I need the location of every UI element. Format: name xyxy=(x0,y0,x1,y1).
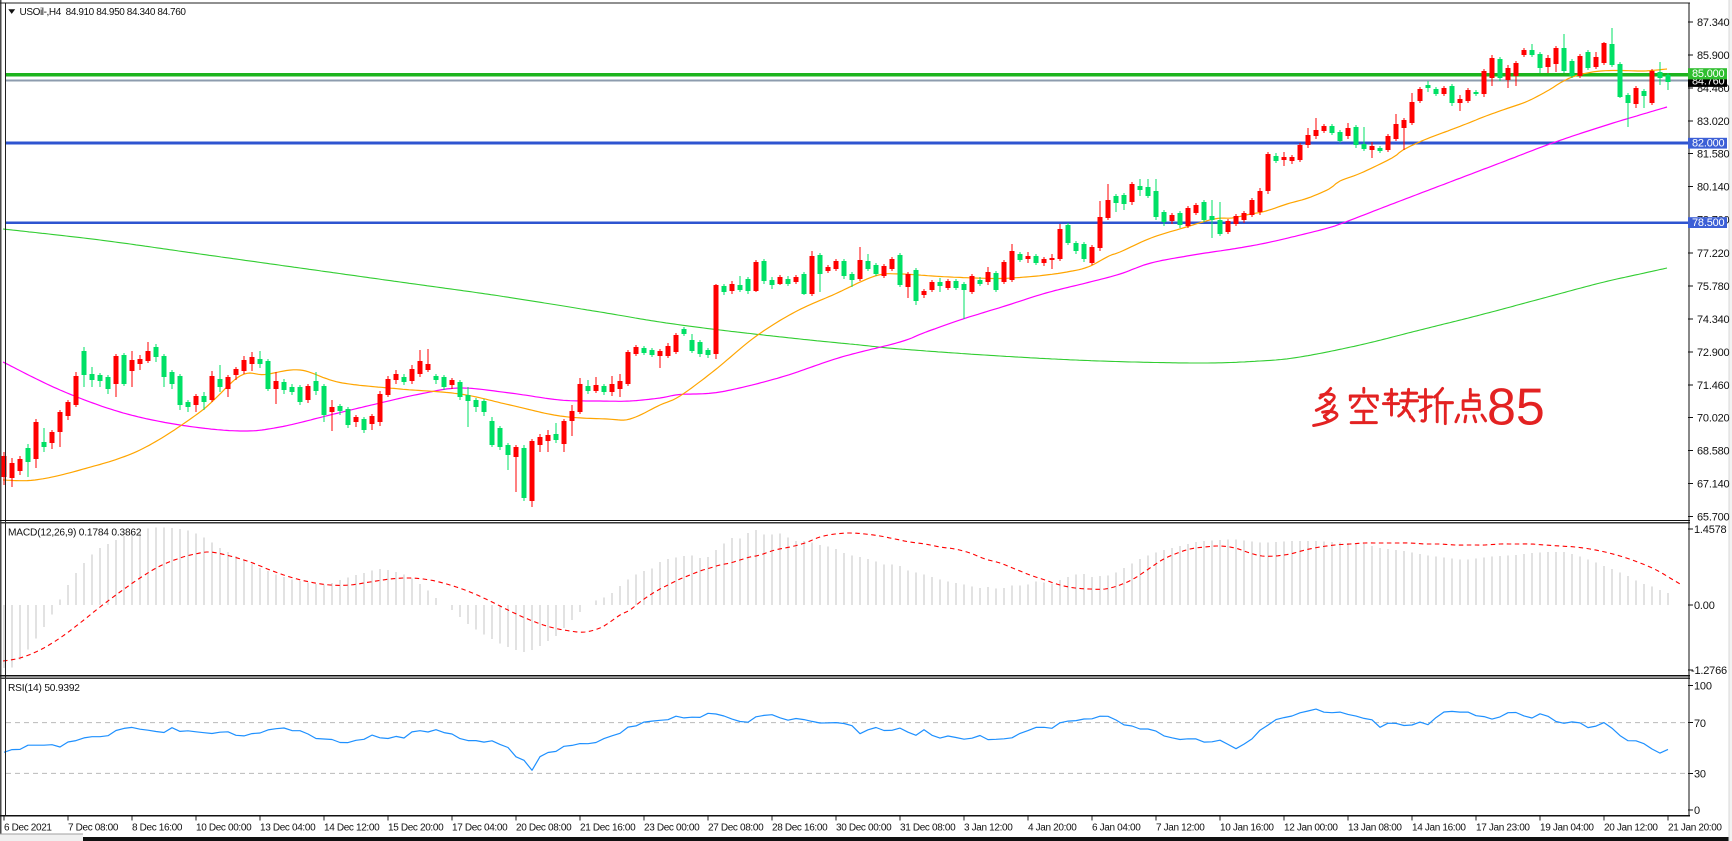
svg-text:100: 100 xyxy=(1694,681,1712,693)
svg-text:4 Jan 20:00: 4 Jan 20:00 xyxy=(1028,823,1077,834)
svg-text:67.140: 67.140 xyxy=(1697,479,1730,491)
svg-text:14 Jan 16:00: 14 Jan 16:00 xyxy=(1412,823,1466,834)
svg-text:0.00: 0.00 xyxy=(1694,600,1715,612)
svg-text:20 Jan 12:00: 20 Jan 12:00 xyxy=(1604,823,1658,834)
svg-text:USOil-,H4 84.910 84.950 84.34: USOil-,H4 84.910 84.950 84.340 84.760 xyxy=(20,7,187,18)
svg-text:85.000: 85.000 xyxy=(1692,68,1725,80)
svg-text:3 Jan 12:00: 3 Jan 12:00 xyxy=(964,823,1013,834)
svg-text:17 Dec 04:00: 17 Dec 04:00 xyxy=(452,823,508,834)
svg-text:87.340: 87.340 xyxy=(1697,17,1730,29)
svg-text:77.220: 77.220 xyxy=(1697,248,1730,260)
svg-text:13 Dec 04:00: 13 Dec 04:00 xyxy=(260,823,316,834)
svg-text:10 Jan 16:00: 10 Jan 16:00 xyxy=(1220,823,1274,834)
svg-text:RSI(14) 50.9392: RSI(14) 50.9392 xyxy=(8,683,80,694)
svg-text:6 Jan 04:00: 6 Jan 04:00 xyxy=(1092,823,1141,834)
svg-text:85: 85 xyxy=(1487,379,1545,437)
svg-text:85.900: 85.900 xyxy=(1697,50,1730,62)
svg-text:31 Dec 08:00: 31 Dec 08:00 xyxy=(900,823,956,834)
svg-text:74.340: 74.340 xyxy=(1697,314,1730,326)
svg-text:68.580: 68.580 xyxy=(1697,446,1730,458)
svg-text:23 Dec 00:00: 23 Dec 00:00 xyxy=(644,823,700,834)
svg-text:0: 0 xyxy=(1694,805,1700,817)
svg-text:28 Dec 16:00: 28 Dec 16:00 xyxy=(772,823,828,834)
svg-text:20 Dec 08:00: 20 Dec 08:00 xyxy=(516,823,572,834)
svg-text:6 Dec 2021: 6 Dec 2021 xyxy=(4,823,52,834)
svg-text:78.500: 78.500 xyxy=(1692,217,1725,229)
svg-text:70.020: 70.020 xyxy=(1697,413,1730,425)
svg-text:21 Dec 16:00: 21 Dec 16:00 xyxy=(580,823,636,834)
svg-text:14 Dec 12:00: 14 Dec 12:00 xyxy=(324,823,380,834)
svg-text:12 Jan 00:00: 12 Jan 00:00 xyxy=(1284,823,1338,834)
svg-text:75.780: 75.780 xyxy=(1697,281,1730,293)
svg-text:30 Dec 00:00: 30 Dec 00:00 xyxy=(836,823,892,834)
svg-text:-1.2766: -1.2766 xyxy=(1691,665,1727,677)
svg-text:65.700: 65.700 xyxy=(1697,511,1730,523)
svg-text:27 Dec 08:00: 27 Dec 08:00 xyxy=(708,823,764,834)
svg-text:80.140: 80.140 xyxy=(1697,182,1730,194)
svg-text:81.580: 81.580 xyxy=(1697,149,1730,161)
svg-text:7 Jan 12:00: 7 Jan 12:00 xyxy=(1156,823,1205,834)
svg-text:21 Jan 20:00: 21 Jan 20:00 xyxy=(1668,823,1722,834)
svg-text:15 Dec 20:00: 15 Dec 20:00 xyxy=(388,823,444,834)
svg-text:19 Jan 04:00: 19 Jan 04:00 xyxy=(1540,823,1594,834)
svg-text:10 Dec 00:00: 10 Dec 00:00 xyxy=(196,823,252,834)
svg-text:MACD(12,26,9) 0.1784 0.3862: MACD(12,26,9) 0.1784 0.3862 xyxy=(8,527,142,538)
svg-text:71.460: 71.460 xyxy=(1697,380,1730,392)
svg-text:30: 30 xyxy=(1694,769,1706,781)
svg-text:1.4578: 1.4578 xyxy=(1694,524,1727,536)
svg-text:72.900: 72.900 xyxy=(1697,347,1730,359)
svg-text:8 Dec 16:00: 8 Dec 16:00 xyxy=(132,823,183,834)
svg-text:13 Jan 08:00: 13 Jan 08:00 xyxy=(1348,823,1402,834)
svg-text:83.020: 83.020 xyxy=(1697,116,1730,128)
svg-text:82.000: 82.000 xyxy=(1692,138,1725,150)
svg-text:70: 70 xyxy=(1694,718,1706,730)
svg-text:7 Dec 08:00: 7 Dec 08:00 xyxy=(68,823,119,834)
svg-text:17 Jan 23:00: 17 Jan 23:00 xyxy=(1476,823,1530,834)
